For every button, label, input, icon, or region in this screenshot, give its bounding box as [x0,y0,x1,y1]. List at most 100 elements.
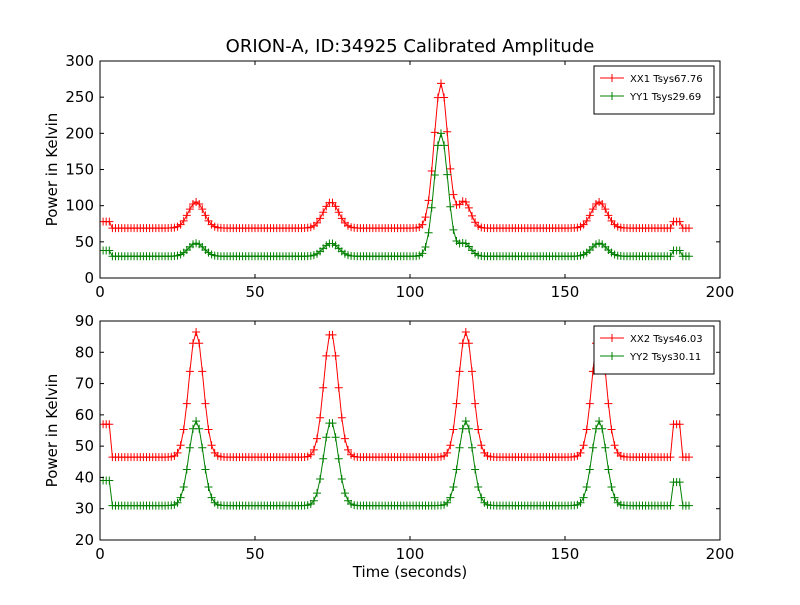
data-point [322,433,331,442]
data-point [424,228,433,237]
data-point [443,170,452,179]
data-point [474,482,483,491]
data-point [331,202,340,211]
data-point [461,197,470,206]
data-point [344,445,352,454]
data-point [675,217,684,226]
legend-box [593,325,715,375]
series-2 [100,417,693,510]
y-axis-label: Power in Kelvin [43,113,61,227]
data-point [201,211,210,220]
x-axis-label: Time (seconds) [352,563,468,581]
data-point [176,493,185,502]
data-point [331,433,340,442]
legend-entry: XX1 Tsys67.76 [600,74,703,85]
legend: XX2 Tsys46.03 YY2 Tsys30.11 [593,325,715,375]
data-point [334,208,343,217]
data-point [179,482,188,491]
data-point [334,454,343,463]
data-point [610,493,619,502]
y-tick-label: 150 [65,161,94,179]
y-tick-label: 30 [75,500,94,518]
data-point [576,498,585,507]
data-point [443,448,452,457]
series-line [103,133,689,257]
data-point [464,339,473,348]
data-point [337,413,346,422]
data-point [340,434,349,443]
data-point [198,443,207,452]
data-point [477,493,486,502]
data-point [464,424,473,433]
data-point [598,424,607,433]
data-point [455,443,464,452]
legend: XX1 Tsys67.76 YY1 Tsys29.69 [593,65,715,115]
data-point [105,420,114,429]
data-point [421,243,430,252]
legend-marker [608,352,616,360]
data-point [588,205,597,214]
y-tick-label: 100 [65,197,94,215]
data-point [105,217,114,226]
data-point [313,489,321,498]
data-point [685,501,693,510]
legend-marker [608,92,616,100]
data-point [685,224,693,233]
x-tick-label: 0 [95,545,105,563]
data-point [666,501,675,510]
data-point [316,475,325,484]
data-point [179,216,188,225]
legend-entry: XX2 Tsys46.03 [600,334,703,345]
data-point [309,445,318,454]
subplot-2: 0 50 100 150 200 20 30 40 50 60 70 80 90 Power in Kel… [43,312,734,581]
data-point [449,190,458,199]
x-tick-label: 100 [396,545,425,563]
x-tick-label: 0 [95,283,105,301]
x-tick-label: 150 [551,545,580,563]
data-point [598,200,607,209]
data-point [437,79,445,88]
data-point [443,498,452,507]
y-tick-label: 80 [75,343,94,361]
data-point [179,425,188,434]
data-point [579,441,588,450]
data-point [468,443,476,452]
y-tick-label: 200 [65,124,94,142]
x-tick-label: 50 [245,545,264,563]
data-point [440,141,449,150]
data-point [675,478,684,487]
data-point [105,246,114,255]
data-point [449,425,458,434]
data-point [685,252,693,261]
data-point [195,424,204,433]
y-tick-label: 50 [75,233,94,251]
y-tick-label: 50 [75,437,94,455]
data-point [204,425,213,434]
y-tick-label: 40 [75,468,94,486]
data-point [337,214,346,223]
data-point [446,441,455,450]
data-point [195,200,204,209]
y-tick-label: 70 [75,375,94,393]
data-point [604,465,613,474]
data-point [449,225,458,234]
series-2 [100,129,693,261]
legend-label: XX2 Tsys46.03 [630,334,703,345]
data-point [607,425,616,434]
data-point [204,482,213,491]
x-tick-label: 50 [245,283,264,301]
x-tick-label: 200 [706,545,735,563]
legend-entry: YY2 Tsys30.11 [600,352,701,363]
y-tick-label: 60 [75,406,94,424]
data-point [437,129,445,138]
data-point [582,425,591,434]
data-point [449,482,458,491]
data-point [582,482,591,491]
data-point [192,327,201,336]
data-point [309,496,318,505]
chart-title: ORION-A, ID:34925 Calibrated Amplitude [226,36,595,57]
legend-marker [608,74,616,82]
legend-label: XX1 Tsys67.76 [630,74,703,85]
